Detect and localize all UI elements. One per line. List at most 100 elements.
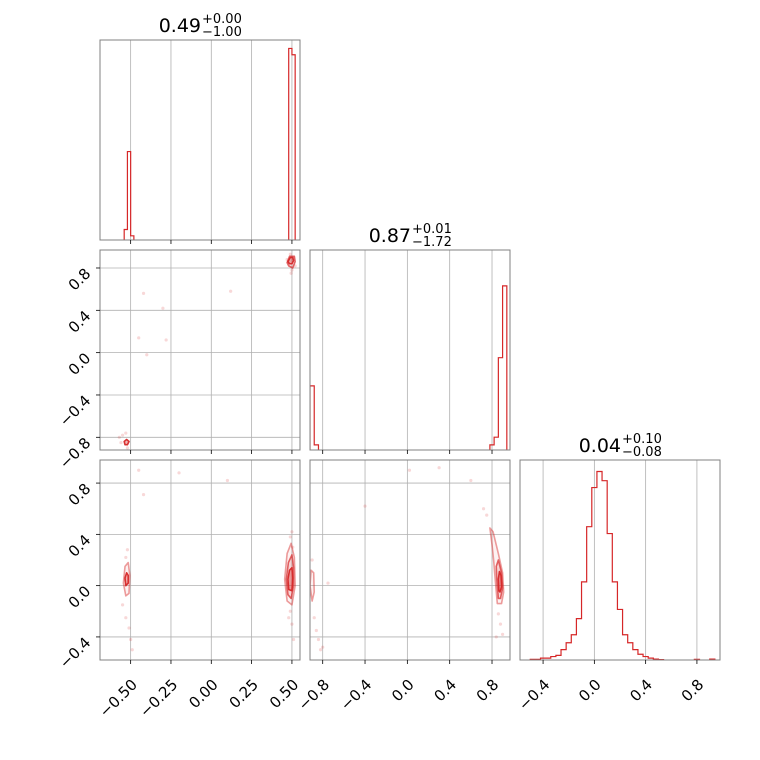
scatter-panel-p1-p2-content xyxy=(310,460,510,660)
scatter-point-01-12 xyxy=(161,306,165,310)
hist-panel-p0-content xyxy=(123,40,296,240)
scatter-panel-p1-p2-xtick-label-3: 0.4 xyxy=(430,676,460,706)
scatter-panel-p0-p2-xtick-label-4: 0.50 xyxy=(266,676,302,712)
scatter-panel-p0-p1-frame xyxy=(99,249,301,451)
scatter-point-01-8 xyxy=(119,440,123,445)
hist-bin-p2-5 xyxy=(556,655,561,660)
scatter-point-02-3 xyxy=(288,609,292,613)
scatter-point-12-6 xyxy=(500,632,505,636)
hist-panel-p1 xyxy=(309,249,511,454)
scatter-point-01-0 xyxy=(288,252,292,256)
scatter-panel-p0-p2-background xyxy=(100,460,300,660)
hist-panel-p2-background xyxy=(520,460,720,660)
hist-bin-p2-10 xyxy=(582,582,587,660)
scatter-point-02-4 xyxy=(290,622,294,626)
scatter-point-01-10 xyxy=(141,291,146,295)
hist-bin-p2-21 xyxy=(638,654,643,660)
scatter-point-12-10 xyxy=(318,648,323,652)
param-title-p0: 0.49 +0.00−1.00 xyxy=(159,12,242,40)
scatter-panel-p1-p2-xtick-label-0: −0.8 xyxy=(295,676,333,714)
scatter-point-01-11 xyxy=(137,336,141,340)
hist-bin-p2-13 xyxy=(597,471,602,660)
hist-bin-p2-19 xyxy=(628,643,633,660)
scatter-panel-p0-p2-ytick-label-1: 0.0 xyxy=(65,582,95,612)
scatter-panel-p0-p1-background xyxy=(100,250,300,450)
scatter-panel-p0-p2-ytick-label-2: 0.4 xyxy=(65,531,95,561)
hist-bin-p2-18 xyxy=(623,635,628,660)
hist-bin-p2-7 xyxy=(566,643,571,660)
scatter-point-02-17 xyxy=(120,603,125,607)
scatter-panel-p0-p2-xtick-label-2: 0.00 xyxy=(185,676,221,712)
scatter-point-02-9 xyxy=(127,626,131,630)
scatter-panel-p0-p1: −0.8 −0.4 0.0 0.4 0.8 xyxy=(56,249,301,472)
contour-inner-01-2 xyxy=(123,438,130,446)
scatter-point-02-5 xyxy=(291,637,296,642)
scatter-point-01-5 xyxy=(120,433,125,437)
hist-panel-p2-xtick-label-0: −0.4 xyxy=(515,676,553,714)
hist-bin-p2-15 xyxy=(607,534,612,660)
param-title-minus: −1.00 xyxy=(202,25,242,40)
contour-inner-02-4 xyxy=(124,572,130,587)
scatter-panel-p0-p2-xtick-label-1: −0.25 xyxy=(136,676,181,721)
hist-panel-p2-xtick-label-1: 0.0 xyxy=(575,676,605,706)
hist-bin-p2-9 xyxy=(576,619,581,660)
hist-bin-p2-20 xyxy=(633,650,638,660)
scatter-point-02-8 xyxy=(124,616,128,620)
scatter-panel-p0-p2: −0.50−0.25 0.00 0.25 0.50 −0.4 0.0 0.4 0.8 xyxy=(56,459,302,721)
scatter-panel-p0-p2-xtick-label-3: 0.25 xyxy=(226,676,262,712)
scatter-panel-p0-p1-ytick-label-1: −0.4 xyxy=(56,392,94,430)
scatter-panel-p0-p1-ytick-label-3: 0.4 xyxy=(65,307,95,337)
param-title-minus: −1.72 xyxy=(412,235,452,250)
scatter-panel-p0-p2-frame xyxy=(99,459,301,661)
scatter-point-02-7 xyxy=(125,548,130,552)
scatter-point-01-2 xyxy=(290,268,294,272)
contour-outer-02-3 xyxy=(122,561,131,597)
scatter-panel-p0-p1-ytick-label-0: −0.8 xyxy=(56,434,94,472)
scatter-point-12-7 xyxy=(312,616,316,620)
scatter-point-12-5 xyxy=(494,635,498,639)
param-title-plus: +0.00 xyxy=(202,12,242,27)
scatter-point-02-2 xyxy=(291,545,295,549)
scatter-point-02-11 xyxy=(130,648,134,652)
scatter-point-12-0 xyxy=(481,507,486,511)
hist-panel-p2-xtick-label-3: 0.8 xyxy=(678,676,708,706)
hist-panel-p0-background xyxy=(100,40,300,240)
scatter-point-12-1 xyxy=(485,513,489,517)
contour-inner-02-2 xyxy=(287,566,294,592)
hist-bin-p1-0 xyxy=(310,386,314,450)
scatter-point-12-14 xyxy=(407,468,412,472)
scatter-point-01-3 xyxy=(289,271,293,275)
hist-bin-p2-11 xyxy=(587,527,592,660)
scatter-point-01-7 xyxy=(124,431,128,435)
scatter-panel-p0-p2-xtick-label-0: −0.50 xyxy=(96,676,141,721)
contour-mid-01-1 xyxy=(286,255,296,269)
scatter-point-02-16 xyxy=(177,471,181,475)
hist-panel-p2-xtick-label-2: 0.4 xyxy=(626,676,656,706)
scatter-point-01-15 xyxy=(145,353,149,357)
scatter-point-12-3 xyxy=(496,612,500,616)
scatter-point-02-1 xyxy=(288,535,292,539)
param-title-plus: +0.10 xyxy=(622,432,662,447)
scatter-point-02-0 xyxy=(290,530,294,534)
param-title-median: 0.87 xyxy=(369,225,411,247)
scatter-panel-p1-p2: −0.8 −0.4 0.0 0.4 0.8 xyxy=(295,459,511,714)
scatter-panel-p1-p2-background xyxy=(310,460,510,660)
scatter-point-02-14 xyxy=(141,493,146,497)
scatter-point-12-4 xyxy=(498,622,503,626)
scatter-panel-p1-p2-xtick-label-1: −0.4 xyxy=(337,676,375,714)
scatter-point-12-8 xyxy=(314,628,318,633)
hist-step-p0 xyxy=(123,47,296,240)
scatter-point-12-12 xyxy=(310,558,314,562)
hist-step-p1 xyxy=(310,285,508,450)
scatter-panel-p0-p1-ytick-label-2: 0.0 xyxy=(65,349,95,379)
scatter-panel-p0-p2-ytick-label-3: 0.8 xyxy=(65,480,95,510)
hist-bin-p1-3 xyxy=(494,437,498,450)
hist-panel-p1-content xyxy=(310,250,508,450)
scatter-point-12-2 xyxy=(469,478,473,483)
scatter-point-12-16 xyxy=(326,581,330,585)
hist-bin-p1-1 xyxy=(314,445,318,450)
contour-inner-01-0 xyxy=(287,256,295,265)
scatter-panel-p1-p2-xtick-label-2: 0.0 xyxy=(388,676,418,706)
hist-bin-p1-5 xyxy=(503,286,507,450)
scatter-panel-p0-p2-content xyxy=(100,460,300,660)
